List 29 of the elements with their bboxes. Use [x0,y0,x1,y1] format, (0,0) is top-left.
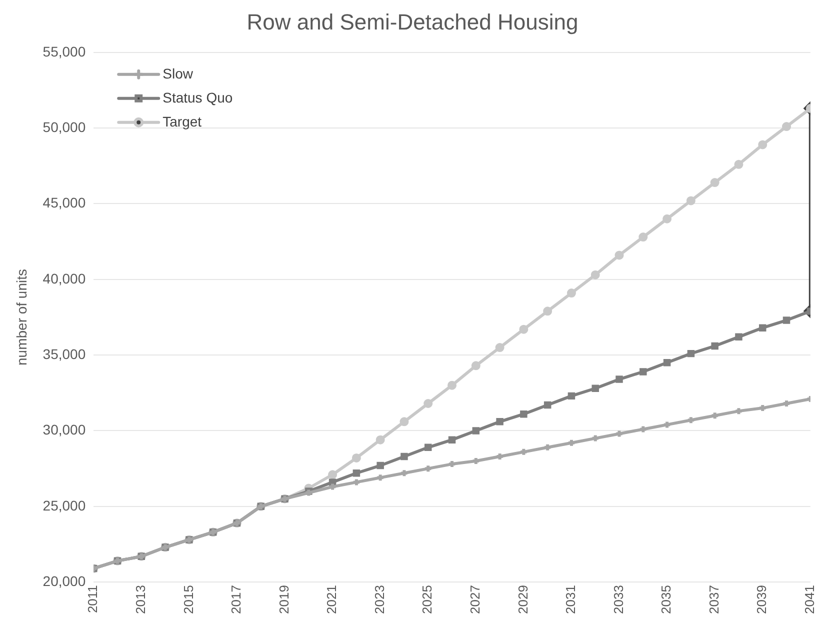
x-tick-label: 2013 [132,585,148,614]
x-tick-label: 2029 [515,585,530,614]
x-tick-label: 2011 [85,585,100,614]
legend-label: Target [162,113,202,130]
x-tick-label: 2017 [228,585,244,614]
x-tick-label: 2015 [180,585,196,614]
x-tick-label: 2021 [324,585,340,614]
x-tick-label: 2027 [467,585,482,614]
x-tick-label: 2033 [610,585,626,614]
x-tick-label: 2041 [802,585,817,614]
x-tick-label: 2037 [706,585,722,614]
x-tick-label: 2019 [276,585,292,614]
x-tick-label: 2039 [754,585,770,614]
y-tick-label: 40,000 [42,270,86,286]
y-tick-label: 25,000 [42,497,86,514]
legend-label: Slow [162,65,194,82]
y-tick-label: 20,000 [42,572,86,589]
x-tick-label: 2025 [420,585,435,614]
y-tick-label: 50,000 [42,118,86,135]
chart-title: Row and Semi-Detached Housing [246,9,578,34]
x-tick-label: 2031 [563,585,578,614]
x-tick-label: 2035 [658,585,674,614]
y-tick-label: 35,000 [42,346,86,362]
y-tick-label: 45,000 [42,194,86,211]
y-tick-label: 55,000 [42,43,86,60]
legend-label: Status Quo [162,89,233,106]
y-tick-label: 30,000 [42,422,86,438]
y-axis-title: number of units [13,268,30,366]
x-tick-label: 2023 [372,585,387,614]
